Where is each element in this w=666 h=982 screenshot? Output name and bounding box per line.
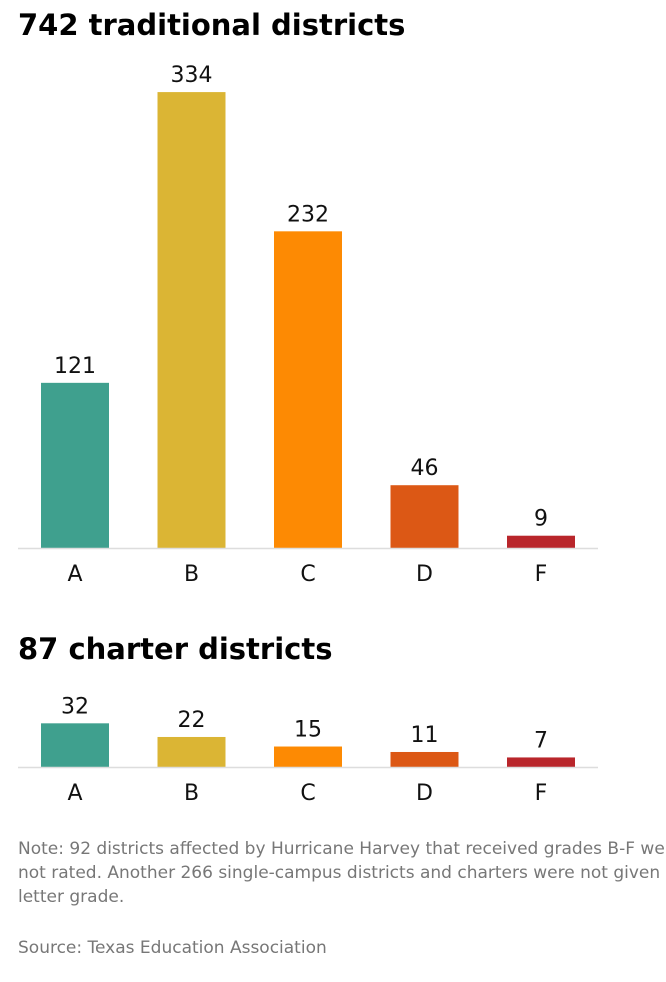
note: Note: 92 districts affected by Hurricane…	[18, 839, 666, 907]
chart-title: 87 charter districts	[18, 632, 332, 666]
x-tick-label: F	[535, 781, 548, 806]
charts: 742 traditional districts 121 A 334 B 232 C 46 D…	[18, 8, 598, 806]
value-label: 9	[534, 507, 548, 532]
x-tick-label: C	[300, 781, 315, 806]
bar	[390, 751, 459, 767]
value-label: 7	[534, 728, 548, 753]
bar	[390, 485, 459, 548]
value-label: 22	[178, 708, 206, 733]
value-label: 121	[54, 354, 96, 379]
x-tick-label: B	[184, 562, 199, 587]
value-label: 46	[411, 456, 439, 481]
value-label: 232	[287, 202, 329, 227]
x-tick-label: B	[184, 781, 199, 806]
bar	[157, 736, 226, 767]
source: Source: Texas Education Association	[18, 938, 327, 958]
x-tick-label: C	[300, 562, 315, 587]
bar	[41, 723, 109, 767]
bar	[274, 231, 342, 548]
bar	[274, 746, 342, 767]
bar	[157, 92, 226, 548]
value-label: 15	[294, 718, 322, 743]
value-label: 32	[61, 694, 89, 719]
x-tick-label: F	[535, 562, 548, 587]
bar	[507, 757, 575, 767]
bar	[507, 535, 575, 548]
x-tick-label: D	[416, 781, 433, 806]
value-label: 11	[411, 723, 439, 748]
bar	[41, 382, 109, 548]
x-tick-label: A	[67, 562, 82, 587]
chart-title: 742 traditional districts	[18, 8, 405, 42]
value-label: 334	[171, 63, 213, 88]
x-tick-label: D	[416, 562, 433, 587]
x-tick-label: A	[67, 781, 82, 806]
